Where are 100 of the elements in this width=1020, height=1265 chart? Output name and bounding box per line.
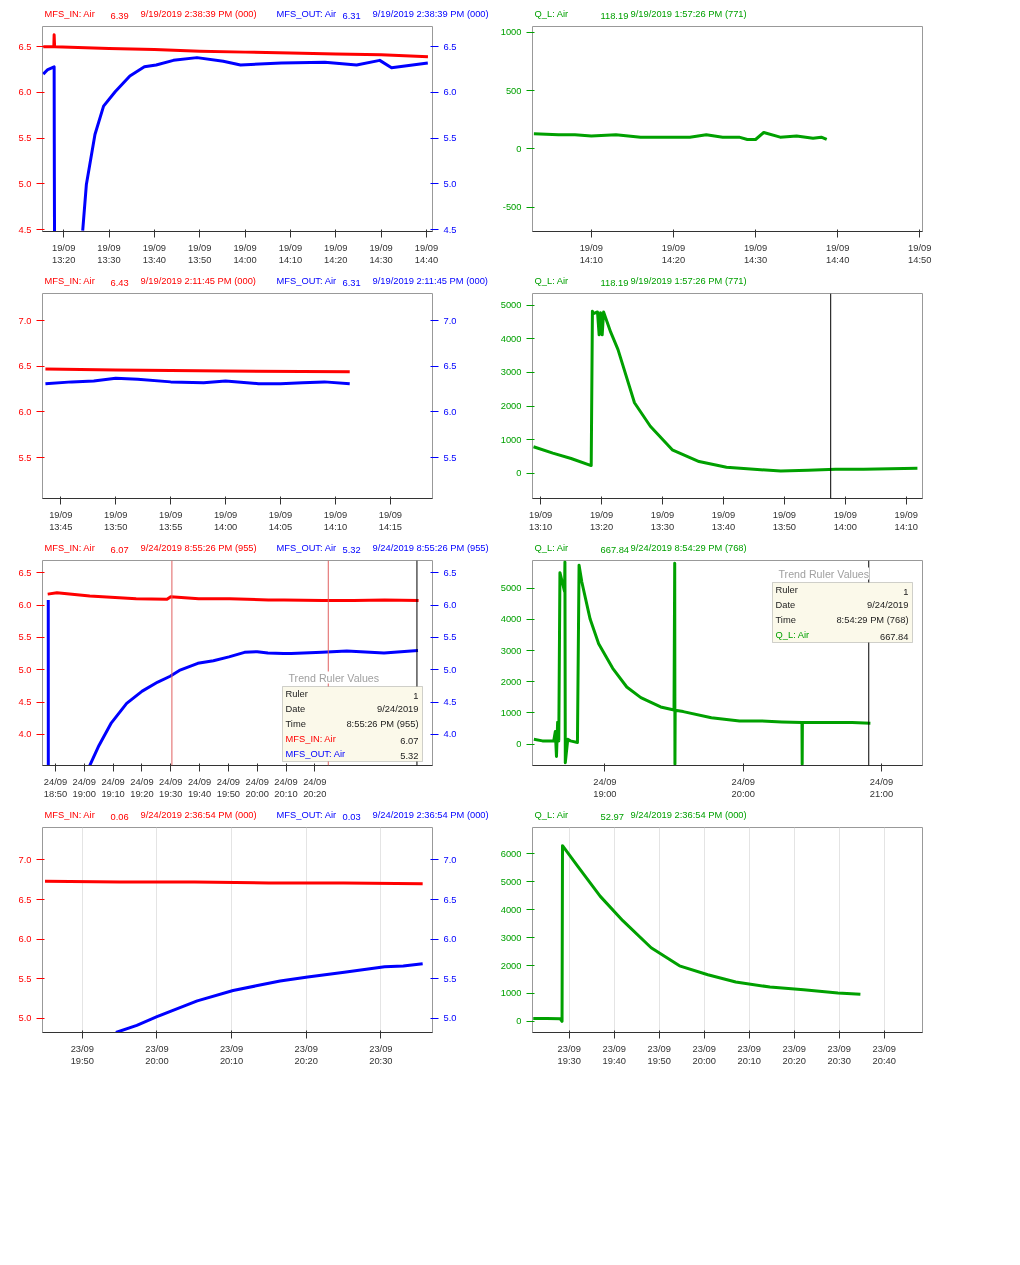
text: 9/19/2019 1:57:26 PM (771) bbox=[630, 8, 747, 19]
x-tick-label: 23/09 20:10 bbox=[737, 1043, 761, 1066]
text: 9/19/2019 2:11:45 PM (000) bbox=[140, 275, 256, 286]
text: 52.97 bbox=[600, 811, 624, 822]
x-tick-label: 24/09 19:30 bbox=[159, 776, 183, 799]
x-tick-label: 24/09 18:50 bbox=[43, 776, 68, 799]
x-tick-label: 24/09 20:20 bbox=[303, 776, 327, 799]
x-tick-label: 23/09 19:30 bbox=[557, 1043, 581, 1066]
x-tick-label: 24/09 20:00 bbox=[731, 776, 755, 799]
text: MFS_OUT: Air bbox=[276, 542, 337, 553]
y-tick-label: 4.5 bbox=[18, 697, 32, 708]
y-tick-label: 0 bbox=[516, 1016, 522, 1027]
x-tick-label: 19/09 13:50 bbox=[104, 509, 128, 532]
text: 9/19/2019 2:38:39 PM (000) bbox=[372, 8, 489, 19]
y-tick-label: 6.5 bbox=[18, 567, 32, 578]
x-tick-label: 19/09 14:10 bbox=[579, 242, 604, 265]
annotation: Trend Ruler Values bbox=[288, 671, 380, 684]
text: MFS_IN: Air bbox=[44, 8, 95, 19]
text: MFS_IN: Air bbox=[44, 809, 95, 820]
x-tick-label: 19/09 13:40 bbox=[711, 509, 736, 532]
x-tick-label: 19/09 14:20 bbox=[324, 242, 348, 265]
x-tick-label: 23/09 20:10 bbox=[219, 1043, 244, 1066]
text: 9/24/2019 2:36:54 PM (000) bbox=[372, 809, 489, 820]
y-tick-label: 1000 bbox=[500, 27, 522, 38]
x-tick-label: 19/09 14:10 bbox=[278, 242, 303, 265]
y-tick-label: 5.5 bbox=[18, 133, 32, 144]
x-tick-label: 19/09 13:30 bbox=[650, 509, 675, 532]
y2-tick-label: 6.5 bbox=[443, 361, 457, 372]
text: 6.39 bbox=[110, 10, 129, 21]
y2-tick-label: 6.0 bbox=[443, 87, 457, 98]
text: 6.43 bbox=[110, 277, 129, 288]
annotation: 8:55:26 PM (955) bbox=[346, 718, 419, 729]
x-tick-label: 19/09 13:50 bbox=[772, 509, 797, 532]
text: 9/24/2019 8:54:29 PM (768) bbox=[630, 542, 747, 553]
y-tick-label: 0 bbox=[516, 143, 522, 154]
y-tick-label: 5.5 bbox=[18, 973, 32, 984]
text: 118.19 bbox=[600, 10, 629, 21]
y-tick-label: 7.0 bbox=[18, 315, 32, 326]
x-tick-label: 19/09 14:50 bbox=[908, 242, 932, 265]
x-tick-label: 19/09 14:40 bbox=[414, 242, 439, 265]
text: Q_L: Air bbox=[534, 809, 569, 820]
x-tick-label: 19/09 13:55 bbox=[159, 509, 183, 532]
text: 6.31 bbox=[342, 277, 361, 288]
y2-tick-label: 6.5 bbox=[443, 41, 457, 52]
annotation: 1 bbox=[903, 586, 909, 597]
x-tick-label: 23/09 20:30 bbox=[369, 1043, 393, 1066]
text: 9/24/2019 8:55:26 PM (955) bbox=[372, 542, 489, 553]
x-tick-label: 23/09 19:40 bbox=[602, 1043, 626, 1066]
x-tick-label: 19/09 13:45 bbox=[49, 509, 73, 532]
annotation: 1 bbox=[413, 690, 419, 701]
y-tick-label: 2000 bbox=[500, 676, 522, 687]
annotation: Ruler bbox=[285, 688, 308, 699]
x-tick-label: 19/09 14:10 bbox=[894, 509, 918, 532]
y-tick-label: 6.0 bbox=[18, 87, 32, 98]
text: 0.03 bbox=[342, 811, 361, 822]
x-tick-label: 23/09 19:50 bbox=[647, 1043, 671, 1066]
y2-tick-label: 5.0 bbox=[443, 664, 457, 675]
y2-tick-label: 6.5 bbox=[443, 567, 457, 578]
x-tick-label: 19/09 14:30 bbox=[743, 242, 768, 265]
x-tick-label: 23/09 20:20 bbox=[294, 1043, 318, 1066]
y2-tick-label: 6.5 bbox=[443, 894, 457, 905]
x-tick-label: 24/09 21:00 bbox=[869, 776, 894, 799]
y-tick-label: 5.5 bbox=[18, 632, 32, 643]
x-tick-label: 19/09 13:40 bbox=[142, 242, 167, 265]
text: 667.84 bbox=[600, 544, 630, 555]
y-tick-label: 6.0 bbox=[18, 406, 32, 417]
text: MFS_IN: Air bbox=[44, 542, 95, 553]
y-tick-label: 5.0 bbox=[18, 178, 32, 189]
y2-tick-label: 5.0 bbox=[443, 1013, 457, 1024]
annotation: Date bbox=[775, 599, 796, 610]
y-tick-label: 4000 bbox=[500, 614, 522, 625]
series-label: Q_L: Air bbox=[534, 542, 569, 553]
text: MFS_OUT: Air bbox=[276, 8, 337, 19]
text: MFS_OUT: Air bbox=[276, 809, 337, 820]
annotation: 5.32 bbox=[400, 750, 419, 761]
x-tick-label: 23/09 19:50 bbox=[70, 1043, 94, 1066]
text: 5.32 bbox=[342, 544, 361, 555]
text: 0.06 bbox=[110, 811, 129, 822]
y2-tick-label: 5.5 bbox=[443, 452, 457, 463]
annotation: 8:54:29 PM (768) bbox=[836, 614, 909, 625]
x-tick-label: 24/09 19:00 bbox=[593, 776, 617, 799]
x-tick-label: 19/09 13:30 bbox=[97, 242, 121, 265]
y-tick-label: 3000 bbox=[500, 645, 522, 656]
text: 9/24/2019 8:55:26 PM (955) bbox=[140, 542, 257, 553]
x-tick-label: 24/09 20:10 bbox=[274, 776, 298, 799]
y-tick-label: 4000 bbox=[500, 333, 522, 344]
text: 9/19/2019 2:11:45 PM (000) bbox=[372, 275, 488, 286]
annotation: 9/24/2019 bbox=[377, 703, 419, 714]
y2-tick-label: 5.5 bbox=[443, 632, 457, 643]
y-tick-label: 2000 bbox=[500, 960, 522, 971]
y-tick-label: 1000 bbox=[500, 988, 522, 999]
x-tick-label: 23/09 20:00 bbox=[692, 1043, 716, 1066]
y-tick-label: 6.5 bbox=[18, 894, 32, 905]
x-tick-label: 19/09 14:40 bbox=[825, 242, 850, 265]
annotation: Trend Ruler Values bbox=[778, 567, 870, 580]
annotation: Ruler bbox=[775, 584, 798, 595]
y-tick-label: 0 bbox=[516, 468, 522, 479]
y-tick-label: 5000 bbox=[500, 876, 522, 887]
x-tick-label: 19/09 14:00 bbox=[833, 509, 857, 532]
y2-tick-label: 7.0 bbox=[443, 854, 457, 865]
